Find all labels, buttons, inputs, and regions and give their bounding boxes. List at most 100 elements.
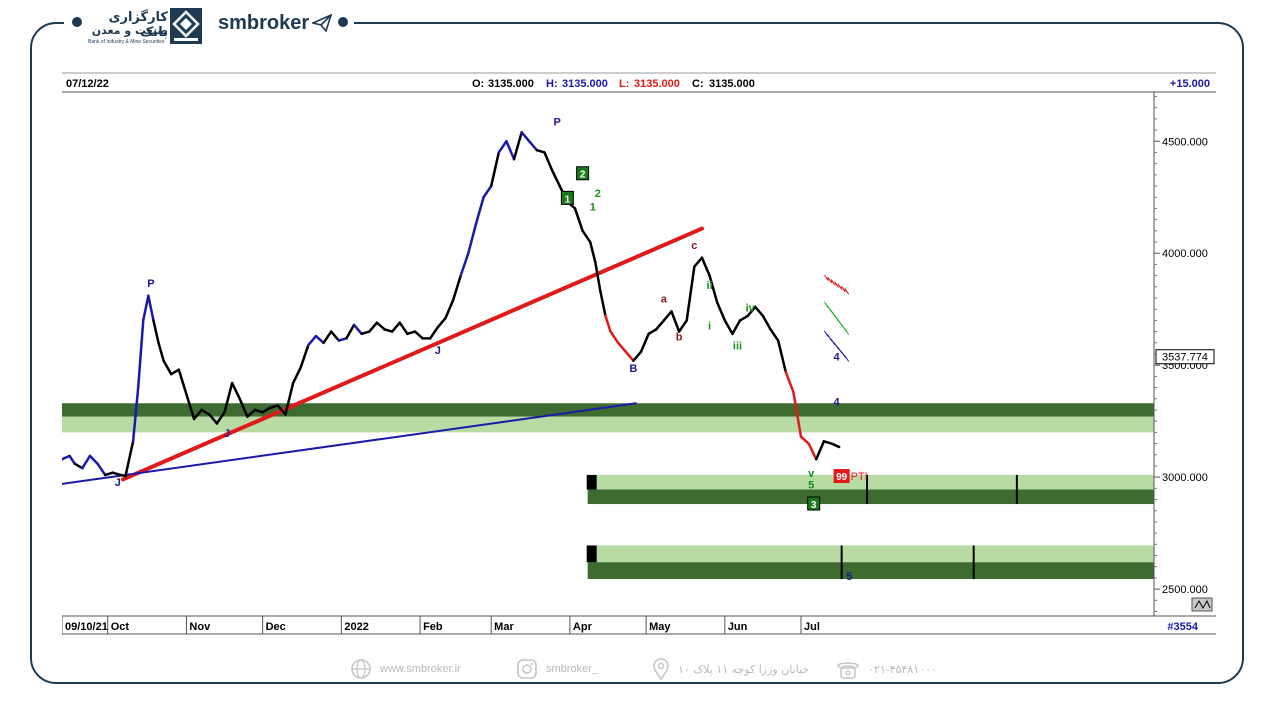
price-segment <box>573 207 584 233</box>
price-segment <box>616 341 628 354</box>
price-segment <box>284 381 295 416</box>
price-segment <box>776 339 788 374</box>
price-segment <box>208 413 219 425</box>
price-segment <box>147 294 155 322</box>
price-segment <box>505 140 516 161</box>
price-zone-0 <box>62 403 1154 417</box>
frame-dot-right <box>338 17 348 27</box>
price-segment <box>96 462 107 477</box>
low-value: 3135.000 <box>634 78 680 90</box>
price-segment <box>604 314 612 333</box>
site-logo-text: smbroker <box>218 12 310 34</box>
price-segment <box>131 386 140 443</box>
x-tick-label: Dec <box>266 621 286 633</box>
price-segment <box>814 440 826 461</box>
hatch-tick-2-2 <box>830 338 836 346</box>
price-zone-2 <box>587 474 1154 490</box>
hatch-tick-2-3 <box>834 342 839 350</box>
price-segment <box>375 321 386 331</box>
x-tick-label: May <box>649 621 671 633</box>
price-segment <box>268 404 280 409</box>
price-segment <box>581 229 592 244</box>
trendlines-layer <box>62 226 1018 580</box>
price-segment <box>647 328 658 336</box>
price-segment <box>792 390 803 439</box>
open-label: O: <box>472 78 484 90</box>
x-axis: 09/10/21 Oct Nov Dec 2022 Feb Mar Apr May Jun Jul <box>62 616 820 634</box>
wave-label: 4 <box>833 397 840 409</box>
bar-count: #3554 <box>1167 621 1198 633</box>
wave-box <box>807 496 821 511</box>
price-segment <box>474 195 485 226</box>
footer-instagram[interactable]: smbroker_ <box>516 658 598 680</box>
wave-label: 5 <box>808 479 814 491</box>
trendline-0 <box>120 226 704 482</box>
footer-website[interactable]: www.smbroker.ir <box>350 658 461 680</box>
logo-band <box>64 4 354 44</box>
price-segment <box>142 294 150 322</box>
header-date: 07/12/22 <box>66 78 109 90</box>
wave-label: iii <box>733 341 742 353</box>
zoom-widget-icon[interactable] <box>1191 597 1213 612</box>
price-segment <box>444 299 455 320</box>
wave-label: J <box>435 345 441 357</box>
hatch-tick-2-0 <box>823 330 829 338</box>
wave-label: P <box>554 117 561 129</box>
x-tick-label: Oct <box>111 621 130 633</box>
price-segment <box>639 332 650 354</box>
broker-logo: کارگزاری بانک صنعت و معدن Bank of Indust… <box>88 10 168 48</box>
high-label: H: <box>546 78 558 90</box>
hatch-tick-2-1 <box>827 334 833 342</box>
wave-box <box>576 166 590 181</box>
price-segment <box>152 319 160 345</box>
instagram-icon <box>517 659 537 679</box>
price-segment <box>185 393 196 421</box>
price-segment <box>807 442 818 461</box>
price-segment <box>459 251 470 277</box>
price-segment <box>246 408 257 418</box>
hatch-tick-0-2 <box>830 279 836 286</box>
price-segment <box>215 410 226 425</box>
price-segment <box>322 330 333 345</box>
price-line-layer <box>62 131 841 478</box>
pti-suffix: PTI <box>851 471 868 483</box>
low-label: L: <box>619 78 629 90</box>
wave-label: i <box>708 320 711 332</box>
hatch-tick-0-6 <box>844 288 850 295</box>
price-segment <box>314 334 325 345</box>
price-segment <box>124 440 135 478</box>
price-segment <box>769 328 780 342</box>
price-segment <box>307 334 318 347</box>
price-segment <box>482 184 493 199</box>
y-tick-label: 4000.000 <box>1162 248 1208 260</box>
broker-name-en: Bank of Industry & Mine Securities <box>88 39 165 45</box>
price-segment <box>223 381 234 414</box>
price-segment <box>413 330 424 340</box>
price-segment <box>670 310 681 333</box>
last-price-label: 3537.774 <box>1162 352 1208 364</box>
price-segment <box>754 305 765 318</box>
x-tick-label: 09/10/21 <box>65 621 108 633</box>
wave-label: b <box>676 332 683 344</box>
price-segment <box>291 366 302 385</box>
price-segment <box>588 240 597 264</box>
price-segment <box>799 435 810 445</box>
address-text: خیابان وزرا کوچه ۱۱ پلاک ۱۰ <box>678 662 810 676</box>
zones-layer <box>62 403 1154 580</box>
price-segment <box>200 408 211 416</box>
price-segment <box>738 314 749 322</box>
price-segment <box>136 319 145 389</box>
price-segment <box>192 408 203 421</box>
footer-address: خیابان وزرا کوچه ۱۱ پلاک ۱۰ <box>652 658 809 680</box>
last-price-box <box>1155 349 1215 365</box>
price-segment <box>276 404 287 416</box>
wave-box-label: 3 <box>811 500 817 511</box>
price-segment <box>708 274 719 304</box>
y-tick-label: 3000.000 <box>1162 472 1208 484</box>
wave-label: P <box>147 278 154 290</box>
price-segment <box>693 256 704 268</box>
location-pin-icon <box>653 658 669 680</box>
price-segment <box>162 359 173 376</box>
price-segment <box>700 256 711 277</box>
price-segment <box>520 131 531 143</box>
